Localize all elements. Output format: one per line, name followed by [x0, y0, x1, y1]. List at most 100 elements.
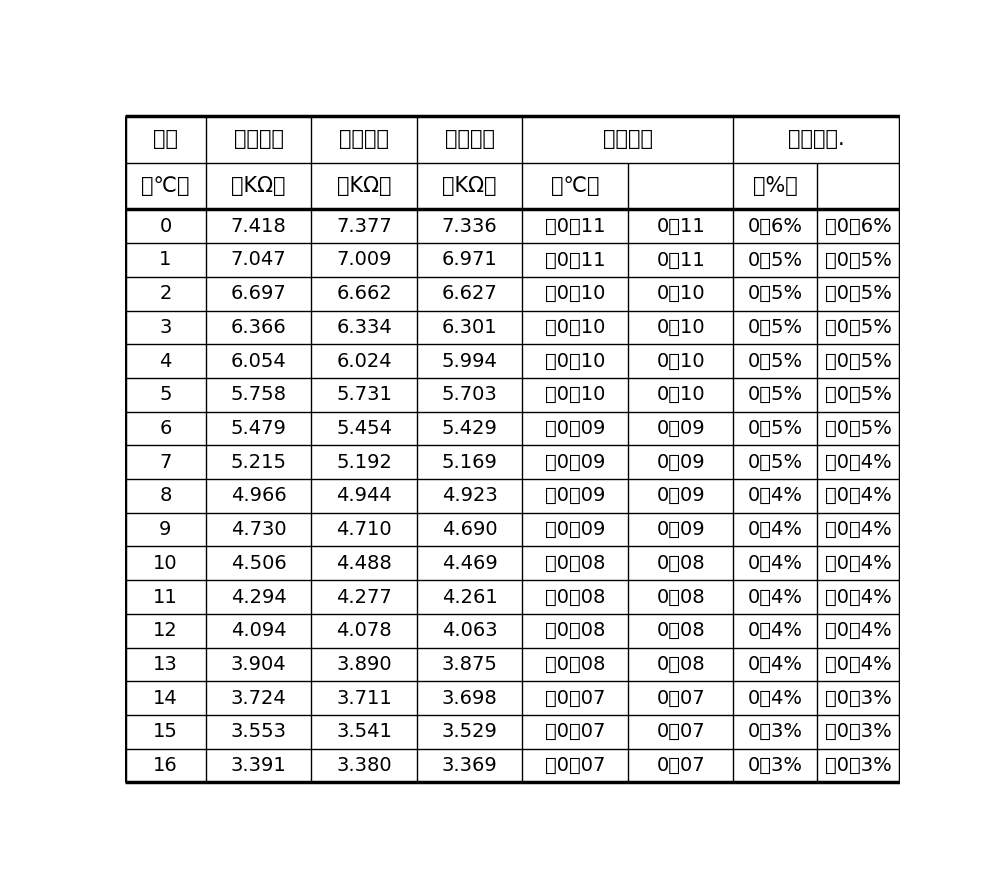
Text: －0．11: －0．11	[545, 216, 605, 236]
Text: 3.724: 3.724	[231, 689, 286, 707]
Text: 6.971: 6.971	[442, 251, 498, 269]
Text: 1: 1	[159, 251, 172, 269]
Text: 3: 3	[159, 318, 172, 337]
Text: 4.710: 4.710	[336, 520, 392, 540]
Text: 4.944: 4.944	[336, 487, 392, 505]
Text: 6.024: 6.024	[336, 351, 392, 371]
Text: 4: 4	[159, 351, 172, 371]
Text: 0．10: 0．10	[656, 351, 705, 371]
Text: 0．5%: 0．5%	[748, 351, 803, 371]
Text: 3.875: 3.875	[442, 655, 498, 674]
Text: （℃）: （℃）	[141, 176, 190, 196]
Text: 5.479: 5.479	[231, 419, 287, 438]
Text: 0．4%: 0．4%	[748, 689, 803, 707]
Text: 5.731: 5.731	[336, 385, 392, 404]
Text: 3.380: 3.380	[336, 756, 392, 775]
Text: 5.215: 5.215	[231, 453, 287, 472]
Text: 0．5%: 0．5%	[748, 284, 803, 303]
Text: 0．5%: 0．5%	[748, 385, 803, 404]
Text: 最大阻值: 最大阻值	[234, 130, 284, 149]
Text: 0．6%: 0．6%	[748, 216, 803, 236]
Text: 4.063: 4.063	[442, 622, 497, 640]
Text: 4.294: 4.294	[231, 587, 286, 607]
Text: 10: 10	[153, 554, 178, 573]
Text: 4.277: 4.277	[336, 587, 392, 607]
Text: 0．08: 0．08	[656, 655, 705, 674]
Text: 7.377: 7.377	[336, 216, 392, 236]
Text: －0．5%: －0．5%	[825, 284, 892, 303]
Text: 5.454: 5.454	[336, 419, 392, 438]
Text: －0．4%: －0．4%	[825, 622, 892, 640]
Text: 阻值公差.: 阻值公差.	[788, 130, 845, 149]
Text: －0．3%: －0．3%	[825, 722, 892, 742]
Text: 15: 15	[153, 722, 178, 742]
Text: －0．10: －0．10	[545, 318, 605, 337]
Text: 3.698: 3.698	[442, 689, 498, 707]
Text: －0．4%: －0．4%	[825, 453, 892, 472]
Text: （%）: （%）	[753, 176, 797, 196]
Text: 4.966: 4.966	[231, 487, 286, 505]
Text: 6.627: 6.627	[442, 284, 498, 303]
Text: 0．11: 0．11	[656, 216, 705, 236]
Text: －0．5%: －0．5%	[825, 318, 892, 337]
Text: 0．5%: 0．5%	[748, 453, 803, 472]
Text: 0．09: 0．09	[656, 453, 705, 472]
Text: －0．4%: －0．4%	[825, 554, 892, 573]
Text: 0: 0	[159, 216, 172, 236]
Text: 0．07: 0．07	[656, 722, 705, 742]
Text: 4.469: 4.469	[442, 554, 498, 573]
Text: －0．10: －0．10	[545, 351, 605, 371]
Text: 温度公差: 温度公差	[603, 130, 653, 149]
Text: －0．07: －0．07	[545, 722, 605, 742]
Text: 0．07: 0．07	[656, 689, 705, 707]
Text: 0．4%: 0．4%	[748, 587, 803, 607]
Text: 4.078: 4.078	[336, 622, 392, 640]
Text: 0．08: 0．08	[656, 587, 705, 607]
Text: 3.369: 3.369	[442, 756, 498, 775]
Text: －0．09: －0．09	[545, 419, 605, 438]
Text: －0．09: －0．09	[545, 453, 605, 472]
Text: －0．5%: －0．5%	[825, 351, 892, 371]
Text: －0．4%: －0．4%	[825, 520, 892, 540]
Text: 5.703: 5.703	[442, 385, 498, 404]
Text: 0．09: 0．09	[656, 487, 705, 505]
Text: 0．10: 0．10	[656, 318, 705, 337]
Text: 6.366: 6.366	[231, 318, 286, 337]
Text: 4.690: 4.690	[442, 520, 497, 540]
Text: 3.904: 3.904	[231, 655, 286, 674]
Text: 7: 7	[159, 453, 172, 472]
Text: －0．08: －0．08	[545, 554, 605, 573]
Text: －0．5%: －0．5%	[825, 419, 892, 438]
Text: 3.529: 3.529	[442, 722, 498, 742]
Text: （℃）: （℃）	[551, 176, 599, 196]
Text: 中心阻值: 中心阻值	[339, 130, 389, 149]
Text: －0．08: －0．08	[545, 587, 605, 607]
Text: 6.054: 6.054	[231, 351, 286, 371]
Text: －0．5%: －0．5%	[825, 251, 892, 269]
Text: 9: 9	[159, 520, 172, 540]
Text: 0．5%: 0．5%	[748, 251, 803, 269]
Text: 4.488: 4.488	[336, 554, 392, 573]
Text: 0．09: 0．09	[656, 520, 705, 540]
Text: 5: 5	[159, 385, 172, 404]
Text: 14: 14	[153, 689, 178, 707]
Text: －0．08: －0．08	[545, 655, 605, 674]
Text: 16: 16	[153, 756, 178, 775]
Text: 4.923: 4.923	[442, 487, 498, 505]
Text: 温度: 温度	[153, 130, 178, 149]
Text: 5.758: 5.758	[231, 385, 287, 404]
Text: 3.553: 3.553	[231, 722, 287, 742]
Text: 0．10: 0．10	[656, 385, 705, 404]
Text: 5.169: 5.169	[442, 453, 498, 472]
Text: 13: 13	[153, 655, 178, 674]
Text: 6.301: 6.301	[442, 318, 497, 337]
Text: 5.429: 5.429	[442, 419, 498, 438]
Text: 0．08: 0．08	[656, 554, 705, 573]
Text: 0．3%: 0．3%	[748, 756, 803, 775]
Text: 0．4%: 0．4%	[748, 487, 803, 505]
Text: 7.336: 7.336	[442, 216, 498, 236]
Text: 4.261: 4.261	[442, 587, 498, 607]
Text: 0．5%: 0．5%	[748, 318, 803, 337]
Text: 5.994: 5.994	[442, 351, 498, 371]
Text: 2: 2	[159, 284, 172, 303]
